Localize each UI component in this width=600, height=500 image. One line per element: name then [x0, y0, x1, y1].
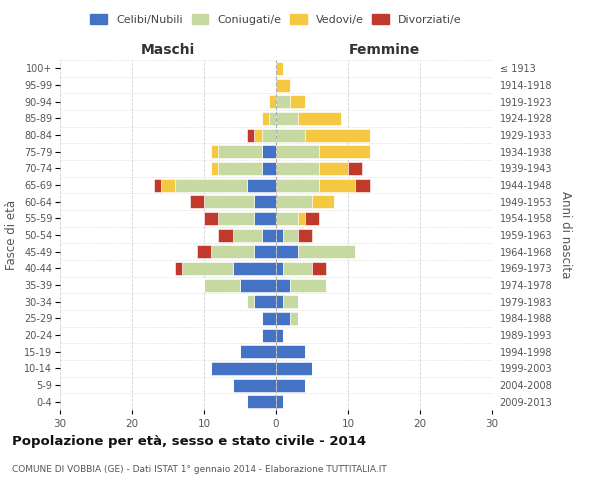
Bar	[262, 145, 276, 158]
Bar	[233, 228, 262, 241]
Bar	[348, 162, 362, 175]
Bar	[182, 262, 233, 275]
Bar	[211, 145, 218, 158]
Bar	[276, 395, 283, 408]
Bar	[276, 162, 319, 175]
Text: Maschi: Maschi	[141, 42, 195, 56]
Bar	[269, 112, 276, 125]
Bar	[276, 195, 312, 208]
Bar	[276, 278, 290, 291]
Bar	[276, 328, 283, 342]
Bar	[175, 262, 182, 275]
Bar	[355, 178, 370, 192]
Bar	[233, 262, 276, 275]
Bar	[262, 328, 276, 342]
Bar	[276, 378, 305, 392]
Bar	[254, 295, 276, 308]
Bar	[290, 95, 305, 108]
Bar	[247, 178, 276, 192]
Bar	[233, 378, 276, 392]
Bar	[211, 362, 276, 375]
Y-axis label: Anni di nascita: Anni di nascita	[559, 192, 572, 278]
Bar	[218, 162, 262, 175]
Y-axis label: Fasce di età: Fasce di età	[5, 200, 19, 270]
Bar	[240, 278, 276, 291]
Text: COMUNE DI VOBBIA (GE) - Dati ISTAT 1° gennaio 2014 - Elaborazione TUTTITALIA.IT: COMUNE DI VOBBIA (GE) - Dati ISTAT 1° ge…	[12, 465, 387, 474]
Bar	[276, 228, 283, 241]
Bar	[319, 178, 355, 192]
Bar	[276, 95, 290, 108]
Bar	[312, 195, 334, 208]
Bar	[305, 128, 370, 141]
Bar	[211, 162, 218, 175]
Bar	[240, 345, 276, 358]
Bar	[190, 195, 204, 208]
Bar	[197, 245, 211, 258]
Bar	[218, 228, 233, 241]
Bar	[175, 178, 247, 192]
Bar	[161, 178, 175, 192]
Bar	[298, 228, 312, 241]
Bar	[204, 278, 240, 291]
Bar	[276, 245, 298, 258]
Bar	[276, 178, 319, 192]
Bar	[283, 228, 298, 241]
Bar	[218, 212, 254, 225]
Bar	[319, 145, 370, 158]
Text: Femmine: Femmine	[349, 42, 419, 56]
Bar	[247, 128, 254, 141]
Bar	[262, 128, 276, 141]
Bar	[262, 162, 276, 175]
Bar	[298, 245, 355, 258]
Bar	[290, 312, 298, 325]
Bar	[247, 395, 276, 408]
Bar	[305, 212, 319, 225]
Bar	[312, 262, 326, 275]
Bar	[254, 128, 262, 141]
Bar	[262, 228, 276, 241]
Bar	[276, 128, 305, 141]
Legend: Celibi/Nubili, Coniugati/e, Vedovi/e, Divorziati/e: Celibi/Nubili, Coniugati/e, Vedovi/e, Di…	[87, 10, 465, 28]
Bar	[276, 145, 319, 158]
Bar	[276, 62, 283, 75]
Bar	[276, 362, 312, 375]
Bar	[276, 295, 283, 308]
Bar	[283, 295, 298, 308]
Bar	[290, 278, 326, 291]
Bar	[262, 112, 269, 125]
Bar	[276, 112, 298, 125]
Bar	[276, 212, 298, 225]
Bar	[319, 162, 348, 175]
Bar	[204, 195, 254, 208]
Bar	[262, 312, 276, 325]
Bar	[298, 212, 305, 225]
Bar	[218, 145, 262, 158]
Text: Popolazione per età, sesso e stato civile - 2014: Popolazione per età, sesso e stato civil…	[12, 435, 366, 448]
Bar	[276, 312, 290, 325]
Bar	[269, 95, 276, 108]
Bar	[254, 212, 276, 225]
Bar	[283, 262, 312, 275]
Bar	[154, 178, 161, 192]
Bar	[276, 262, 283, 275]
Bar	[298, 112, 341, 125]
Bar	[254, 195, 276, 208]
Bar	[254, 245, 276, 258]
Bar	[276, 78, 290, 92]
Bar	[247, 295, 254, 308]
Bar	[211, 245, 254, 258]
Bar	[204, 212, 218, 225]
Bar	[276, 345, 305, 358]
